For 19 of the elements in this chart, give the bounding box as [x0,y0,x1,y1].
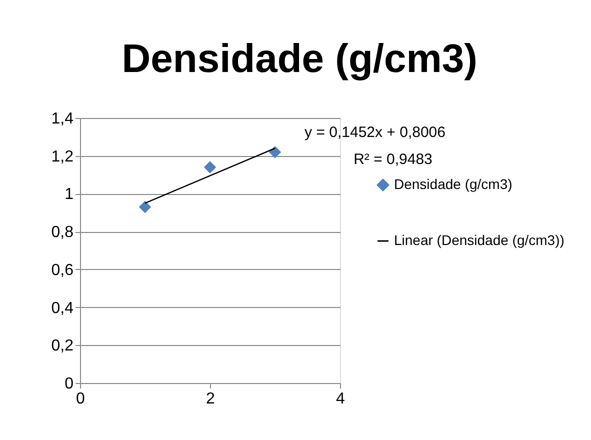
x-tick-label: 2 [206,390,216,408]
y-tick-label: 0,4 [51,300,74,317]
annotation: y = 0,1452x + 0,8006 [304,124,446,141]
y-tick-label: 1,2 [51,148,74,166]
point [204,161,216,174]
y-tick-label: 0,6 [51,262,74,279]
y-tick-label: 1,4 [51,110,74,128]
y-tick-label: 0 [64,376,74,392]
y-tick-label: 0,8 [51,224,74,242]
x-tick-label: 0 [76,390,86,408]
y-tick-label: 1 [64,186,74,204]
chart-title: Densidade (g/cm3) [122,37,478,81]
point [268,146,282,158]
legend-label: Densidade (g/cm3) [394,176,512,192]
text: R² = 0,9483 [354,151,432,168]
point [138,200,152,214]
x-tick-label: 4 [336,390,346,408]
y-tick-label: 0,2 [51,338,74,355]
legend-label: Linear (Densidade (g/cm3)) [394,232,564,248]
